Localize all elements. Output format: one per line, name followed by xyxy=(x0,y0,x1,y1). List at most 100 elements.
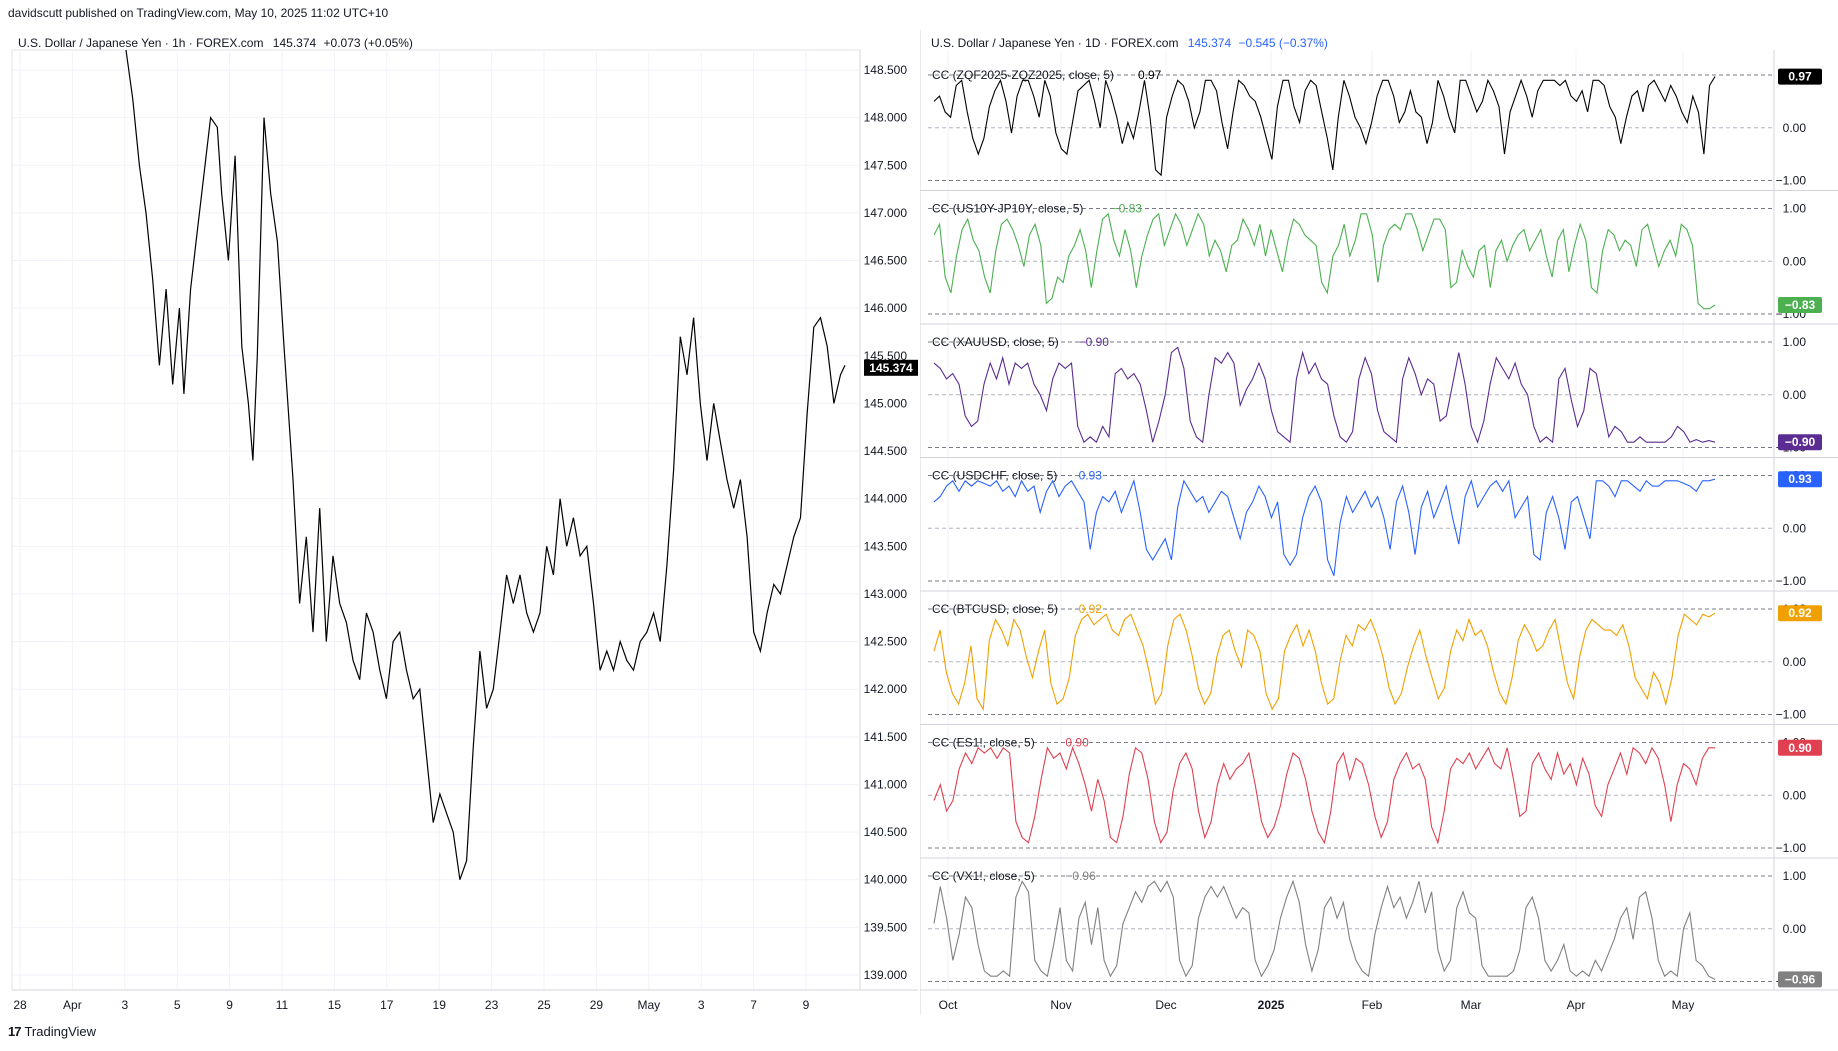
correlation-line xyxy=(933,746,1715,845)
left-y-tick-label: 144.500 xyxy=(864,444,908,458)
left-chart-legend: U.S. Dollar / Japanese Yen · 1h · FOREX.… xyxy=(18,36,413,50)
right-x-tick-label: Apr xyxy=(1567,998,1586,1012)
pane-legend-title: CC (ZQF2025-ZQZ2025, close, 5) xyxy=(932,68,1114,82)
correlation-line xyxy=(933,212,1716,310)
pane-y-tick-label: 0.00 xyxy=(1783,121,1807,135)
right-chart-title: U.S. Dollar / Japanese Yen · 1D · FOREX.… xyxy=(931,36,1179,50)
pane-legend-title: CC (ES1!, close, 5) xyxy=(932,736,1035,750)
left-y-tick-label: 143.500 xyxy=(864,539,908,553)
pane-last-value-label: −0.83 xyxy=(1785,298,1816,312)
left-y-tick-label: 141.500 xyxy=(864,730,908,744)
correlation-line xyxy=(933,76,1716,177)
right-x-tick-label: 2025 xyxy=(1258,998,1285,1012)
pane-legend-title: CC (US10Y-JP10Y, close, 5) xyxy=(932,202,1083,216)
tradingview-brand[interactable]: 17 TradingView xyxy=(8,1024,96,1039)
pane-legend-title: CC (VX1!, close, 5) xyxy=(932,869,1035,883)
left-y-tick-label: 145.500 xyxy=(864,349,908,363)
left-y-tick-label: 147.500 xyxy=(864,158,908,172)
left-x-tick-label: 3 xyxy=(121,998,128,1012)
pane-legend-title: CC (XAUUSD, close, 5) xyxy=(932,335,1059,349)
pane-y-tick-label: −1.00 xyxy=(1776,174,1807,188)
left-y-tick-label: 144.000 xyxy=(864,492,908,506)
left-x-tick-label: 23 xyxy=(485,998,499,1012)
left-chart-last: 145.374 xyxy=(272,36,317,50)
left-chart-title: U.S. Dollar / Japanese Yen · 1h · FOREX.… xyxy=(18,36,264,50)
pane-legend-value: −0.83 xyxy=(1112,202,1143,216)
correlation-line xyxy=(933,478,1716,576)
pane-last-value-tag xyxy=(1778,297,1822,314)
left-price-chart[interactable]: 148.500 148.000 147.500 147.000 146.500 146.0… xyxy=(0,0,920,1020)
left-x-tick-label: 28 xyxy=(13,998,27,1012)
pane-y-tick-label: 1.00 xyxy=(1783,869,1807,883)
last-price-tag-label: 145.374 xyxy=(869,361,913,375)
tradingview-brand-name: TradingView xyxy=(24,1024,97,1039)
left-y-tick-label: 139.000 xyxy=(864,968,908,982)
correlation-line xyxy=(933,879,1716,980)
pane-y-tick-label: −1.00 xyxy=(1776,708,1807,722)
left-y-tick-label: 148.000 xyxy=(864,111,908,125)
pane-y-tick-label: 1.00 xyxy=(1783,335,1807,349)
publisher-line: davidscutt published on TradingView.com,… xyxy=(8,6,389,20)
pane-last-value-tag xyxy=(1778,971,1822,988)
left-x-tick-label: 11 xyxy=(276,998,289,1012)
pane-legend-value: 0.97 xyxy=(1138,68,1162,82)
left-y-tick-label: 142.500 xyxy=(864,635,908,649)
right-correlation-chart[interactable]: Oct Nov Dec 2025 Feb Mar Apr May 1.00 0.00 −1.00 CC… xyxy=(920,0,1838,1020)
pane-legend-value: 0.92 xyxy=(1079,602,1103,616)
pane-legend-value: −0.96 xyxy=(1065,869,1096,883)
left-x-tick-label: 9 xyxy=(226,998,233,1012)
pane-legend-value: −0.90 xyxy=(1079,335,1110,349)
left-y-tick-label: 140.500 xyxy=(864,825,908,839)
pane-legend-value: 0.93 xyxy=(1079,469,1103,483)
right-chart-last: 145.374 xyxy=(1187,36,1232,50)
right-x-tick-label: Oct xyxy=(939,998,958,1012)
pane-last-value-tag xyxy=(1778,739,1822,756)
pane-last-value-label: 0.90 xyxy=(1788,741,1812,755)
left-x-tick-label: 25 xyxy=(537,998,551,1012)
right-x-tick-label: Dec xyxy=(1155,998,1176,1012)
left-x-tick-label: 29 xyxy=(590,998,604,1012)
right-x-tick-label: Feb xyxy=(1362,998,1383,1012)
left-y-tick-label: 145.000 xyxy=(864,396,908,410)
pane-y-tick-label: −1.00 xyxy=(1776,574,1807,588)
pane-last-value-label: −0.90 xyxy=(1785,435,1816,449)
right-x-tick-label: Nov xyxy=(1050,998,1071,1012)
left-y-tick-label: 146.500 xyxy=(864,254,908,268)
pane-last-value-label: 0.93 xyxy=(1788,472,1812,486)
right-chart-change: −0.545 (−0.37%) xyxy=(1238,36,1328,50)
left-y-tick-label: 139.500 xyxy=(864,920,908,934)
left-x-tick-label: 7 xyxy=(750,998,757,1012)
left-x-tick-label: 15 xyxy=(328,998,342,1012)
left-y-tick-label: 142.000 xyxy=(864,682,908,696)
left-x-tick-label: 19 xyxy=(433,998,447,1012)
pane-y-tick-label: 0.00 xyxy=(1783,388,1807,402)
last-price-tag xyxy=(864,359,918,376)
pane-y-tick-label: 0.00 xyxy=(1783,655,1807,669)
left-plot-area xyxy=(11,49,861,991)
pane-legend-title: CC (USDCHF, close, 5) xyxy=(932,469,1057,483)
left-x-tick-label: 17 xyxy=(380,998,394,1012)
pane-last-value-label: −0.96 xyxy=(1785,972,1816,986)
pane-last-value-label: 0.92 xyxy=(1788,606,1812,620)
left-x-tick-label: 5 xyxy=(174,998,181,1012)
pane-last-value-tag xyxy=(1778,605,1822,622)
pane-y-tick-label: 0.00 xyxy=(1783,254,1807,268)
pane-y-tick-label: 0.00 xyxy=(1783,521,1807,535)
right-chart-legend: U.S. Dollar / Japanese Yen · 1D · FOREX.… xyxy=(931,36,1328,50)
left-chart-change: +0.073 (+0.05%) xyxy=(323,36,413,50)
pane-y-tick-label: −1.00 xyxy=(1776,841,1807,855)
pane-last-value-tag xyxy=(1778,68,1822,85)
correlation-line xyxy=(933,346,1716,444)
pane-last-value-tag xyxy=(1778,471,1822,488)
left-y-tick-label: 148.500 xyxy=(864,63,908,77)
left-y-tick-label: 147.000 xyxy=(864,206,908,220)
left-x-tick-label: 9 xyxy=(803,998,810,1012)
pane-y-tick-label: 1.00 xyxy=(1783,202,1807,216)
left-x-tick-label: May xyxy=(637,998,660,1012)
left-x-tick-label: 3 xyxy=(698,998,705,1012)
right-x-tick-label: May xyxy=(1672,998,1695,1012)
pane-last-value-label: 0.97 xyxy=(1788,70,1812,84)
left-y-tick-label: 146.000 xyxy=(864,301,908,315)
pane-legend-title: CC (BTCUSD, close, 5) xyxy=(932,602,1058,616)
left-x-tick-label: Apr xyxy=(63,998,82,1012)
